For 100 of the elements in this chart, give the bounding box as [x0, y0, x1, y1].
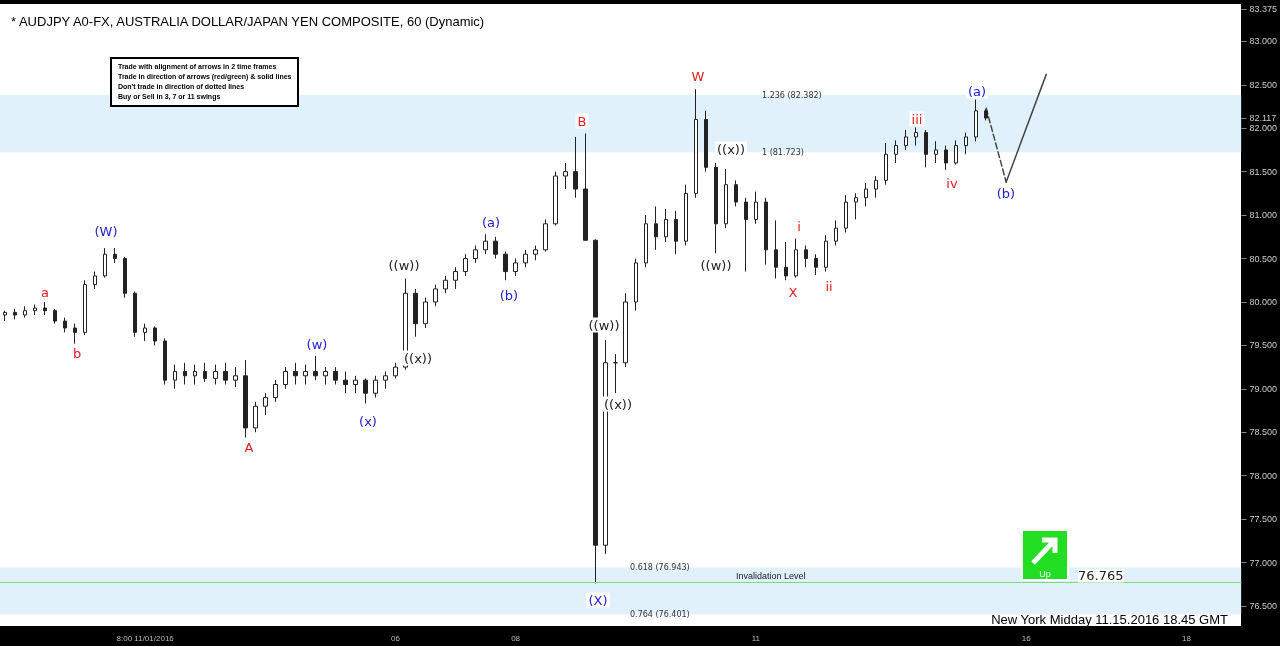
annotation: 76.765 [1078, 568, 1124, 584]
candlestick [183, 362, 187, 385]
candlestick [63, 317, 67, 333]
candlestick [613, 353, 618, 394]
candlestick [664, 208, 668, 243]
candlestick [774, 219, 778, 280]
candlestick [483, 233, 488, 255]
annotation: ((x)) [717, 141, 745, 157]
annotation: X [788, 284, 798, 300]
candlestick [253, 401, 258, 433]
candlestick [924, 129, 928, 168]
candlestick [273, 379, 278, 403]
annotation: 1 (81.723) [762, 147, 804, 157]
candlestick [3, 310, 7, 322]
candlestick [654, 205, 658, 251]
x-tick-label: 11 [751, 633, 761, 643]
candlestick [984, 108, 988, 121]
annotation: ii [825, 278, 833, 294]
candlestick [704, 110, 708, 173]
candlestick [143, 323, 147, 342]
y-tick-label: 79.000 [1249, 383, 1277, 394]
candlestick [83, 279, 87, 336]
candlestick [533, 245, 538, 261]
candlestick [323, 366, 328, 385]
candlestick [764, 197, 768, 266]
candlestick [233, 366, 238, 388]
annotation: (a) [967, 83, 987, 99]
annotation: (w) [306, 336, 328, 352]
y-tick-label: 77.000 [1249, 557, 1277, 568]
y-tick-label: 79.500 [1249, 340, 1277, 351]
candlestick [503, 251, 508, 281]
annotation: ((w)) [700, 257, 732, 273]
annotation: A [244, 439, 254, 455]
candlestick [313, 355, 318, 381]
candlestick [553, 171, 558, 227]
annotation: iii [911, 111, 923, 127]
y-tick-label: 80.500 [1249, 253, 1277, 264]
candlestick [93, 271, 97, 290]
candlestick [293, 362, 298, 385]
annotation: 1.236 (82.382) [762, 90, 822, 100]
candlestick [884, 142, 888, 186]
candlestick [443, 275, 448, 294]
candlestick [53, 308, 57, 325]
text: * AUDJPY A0-FX, AUSTRALIA DOLLAR/JAPAN YEN COMPOSITE, 60 (Dynamic) [11, 14, 485, 29]
y-tick-label: 82.000 [1249, 123, 1277, 134]
candlestick [644, 214, 648, 268]
candlestick [904, 129, 908, 151]
candlestick [513, 258, 518, 277]
candlestick [163, 337, 167, 385]
x-tick-label: 18 [1181, 633, 1192, 643]
candlestick [43, 301, 47, 316]
candlestick [223, 362, 228, 385]
candlestick [383, 370, 388, 390]
candlestick [373, 375, 378, 399]
candlestick [634, 258, 638, 312]
y-tick-label: 77.500 [1249, 514, 1277, 525]
candlestick [523, 249, 528, 268]
x-tick-label: 8:00 11/01/2016 [116, 633, 175, 643]
candlestick [343, 370, 348, 394]
candlestick [784, 241, 788, 281]
candlestick [263, 392, 268, 416]
y-tick-label: 78.500 [1249, 427, 1277, 438]
candlestick [824, 234, 828, 273]
candlestick [493, 236, 498, 260]
candlestick [353, 375, 358, 394]
y-tick-label: 82.500 [1249, 79, 1277, 90]
candlestick [283, 366, 288, 390]
annotation: Up [1038, 569, 1052, 580]
annotation: B [577, 113, 587, 129]
candlestick [864, 182, 868, 207]
candlestick [794, 238, 798, 279]
candlestick [734, 179, 738, 207]
annotation: ((w)) [388, 257, 420, 273]
annotation: b [72, 345, 82, 361]
candlestick [213, 364, 218, 385]
y-tick-label: 76.500 [1249, 601, 1277, 612]
y-tick-label: 82.117 [1249, 113, 1277, 124]
annotation: (b) [499, 287, 519, 303]
candlestick [944, 145, 948, 171]
candlestick [113, 247, 117, 264]
candlestick [954, 139, 958, 166]
candlestick [173, 364, 177, 390]
candlestick [934, 140, 938, 164]
candlestick [413, 288, 418, 338]
candlestick [193, 364, 197, 385]
candlestick [684, 184, 688, 246]
candlestick [694, 88, 698, 199]
candlestick [754, 191, 758, 225]
candlestick [33, 304, 37, 316]
y-tick-label: 80.000 [1249, 296, 1277, 307]
candlestick [153, 325, 157, 346]
annotation: W [691, 68, 705, 84]
candlestick [874, 175, 878, 199]
candlestick [563, 162, 568, 190]
x-tick-label: 06 [391, 633, 401, 643]
candlestick [543, 218, 548, 253]
annotation: i [797, 218, 801, 234]
x-tick-label: 08 [511, 633, 521, 643]
candlestick [203, 362, 207, 383]
annotation: ((w)) [588, 317, 620, 333]
